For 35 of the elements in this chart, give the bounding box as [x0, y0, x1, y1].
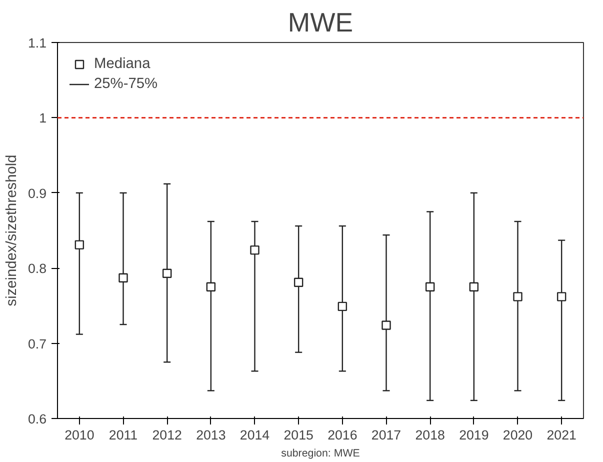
point	[206, 282, 216, 292]
x-tick-label: 2014	[240, 428, 270, 442]
x-tick-label: 2019	[459, 428, 489, 442]
point	[513, 292, 522, 302]
point	[338, 302, 348, 312]
x-tick-label: 2021	[546, 428, 576, 442]
x-tick-label: 2015	[284, 428, 314, 442]
y-tick-label: 0.6	[28, 412, 47, 426]
x-tick-label: 2010	[64, 428, 94, 442]
annotation: 25%-75%	[94, 76, 158, 92]
legend-label: Mediana	[94, 56, 150, 72]
point	[74, 240, 84, 250]
x-tick-label: 2011	[108, 428, 138, 442]
x-tick-label: 2012	[152, 428, 182, 442]
x-tick-label: 2020	[502, 428, 533, 442]
y-tick-label: 0.7	[28, 336, 47, 352]
y-tick-label: 0.9	[28, 186, 47, 201]
point	[556, 292, 566, 302]
x-tick-label: 2016	[328, 428, 358, 442]
x-tick-label: 2017	[371, 428, 402, 442]
y-axis-title: sizeindex/sizethreshold	[4, 154, 20, 306]
point	[382, 320, 391, 330]
point	[425, 282, 435, 292]
x-axis-title: subregion: MWE	[281, 448, 360, 460]
chart-title: MWE	[288, 8, 354, 38]
y-tick-label: 1	[39, 110, 47, 126]
y-tick-label: 0.8	[28, 261, 47, 276]
x-tick-label: 2013	[196, 428, 226, 442]
point	[469, 282, 479, 292]
x-tick-label: 2018	[415, 428, 445, 442]
point	[118, 273, 128, 282]
point	[162, 268, 172, 278]
point	[294, 278, 304, 287]
point	[250, 245, 260, 255]
y-tick-label: 1.1	[28, 36, 47, 50]
